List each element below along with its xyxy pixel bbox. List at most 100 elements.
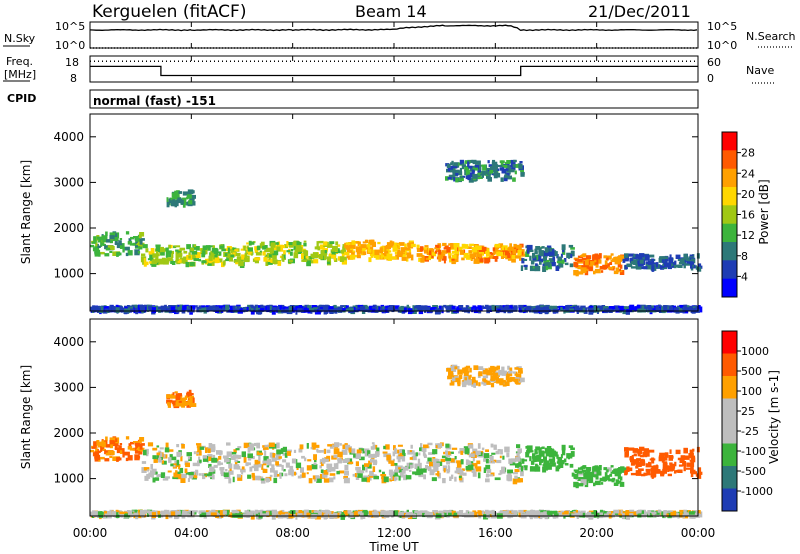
data-cell (100, 446, 103, 452)
data-cell (468, 444, 474, 449)
data-cell (472, 463, 478, 467)
data-cell (489, 170, 494, 174)
data-cell (198, 456, 201, 461)
data-cell (523, 258, 528, 261)
data-cell (512, 164, 516, 168)
data-cell (151, 512, 156, 518)
data-cell (207, 260, 212, 266)
data-cell (309, 260, 314, 264)
data-cell (504, 305, 509, 309)
data-cell (271, 457, 277, 462)
data-cell (157, 510, 161, 515)
data-cell (592, 466, 598, 472)
data-cell (122, 247, 125, 253)
data-cell (161, 306, 167, 310)
data-cell (490, 254, 494, 257)
data-cell (593, 482, 596, 487)
data-cell (407, 450, 414, 455)
data-cell (485, 449, 489, 452)
data-cell (133, 306, 138, 311)
data-cell (539, 461, 542, 466)
data-cell (477, 246, 482, 250)
data-cell (600, 509, 604, 513)
data-cell (326, 449, 331, 454)
data-cell (579, 512, 583, 516)
data-cell (483, 467, 487, 473)
data-cell (524, 265, 528, 270)
data-cell (212, 454, 216, 460)
data-cell (242, 308, 246, 313)
data-cell (467, 464, 470, 468)
data-cell (552, 457, 556, 463)
data-cell (156, 251, 159, 256)
data-cell (472, 471, 477, 477)
data-cell (196, 452, 199, 455)
data-cell (465, 169, 470, 176)
data-cell (503, 168, 509, 171)
data-cell (697, 511, 703, 518)
data-cell (546, 245, 552, 251)
data-cell (438, 249, 442, 255)
data-cell (370, 446, 374, 450)
data-cell (451, 305, 456, 310)
data-cell (383, 476, 389, 483)
colorbar-tick-label: 28 (741, 147, 755, 160)
data-cell (388, 250, 392, 253)
data-cell (539, 450, 544, 457)
data-cell (269, 305, 272, 310)
data-cell (219, 452, 222, 456)
data-cell (323, 478, 330, 483)
data-cell (92, 247, 97, 252)
data-cell (573, 270, 579, 276)
data-cell (228, 470, 234, 475)
data-cell (303, 254, 307, 260)
data-cell (170, 200, 175, 203)
data-cell (467, 379, 472, 386)
data-cell (341, 260, 347, 265)
data-cell (387, 256, 392, 261)
data-cell (220, 471, 225, 477)
data-cell (314, 444, 320, 448)
data-cell (453, 378, 458, 383)
data-cell (545, 251, 551, 256)
data-cell (474, 164, 480, 170)
data-cell (597, 307, 603, 310)
data-cell (523, 509, 527, 512)
data-cell (530, 265, 533, 271)
data-cell (638, 509, 642, 513)
data-cell (447, 176, 452, 180)
data-cell (155, 306, 162, 310)
data-cell (288, 245, 294, 248)
data-cell (644, 454, 648, 458)
data-cell (538, 309, 543, 315)
data-cell (254, 257, 261, 261)
data-cell (247, 251, 253, 255)
data-cell (433, 466, 439, 472)
data-cell (147, 442, 154, 447)
data-cell (264, 450, 267, 456)
data-cell (481, 447, 485, 451)
data-cell (258, 463, 262, 468)
data-cell (279, 255, 283, 259)
data-cell (141, 253, 146, 257)
data-cell (427, 442, 433, 446)
data-cell (697, 467, 702, 473)
colorbar-tick-label: -1000 (741, 485, 773, 498)
data-cell (391, 256, 397, 260)
data-cell (461, 163, 465, 170)
data-cell (331, 250, 336, 255)
data-cell (368, 460, 372, 465)
data-cell (181, 474, 186, 478)
data-cell (219, 245, 225, 249)
data-cell (500, 513, 506, 516)
data-cell (457, 371, 463, 375)
data-cell (155, 471, 158, 475)
data-cell (432, 458, 438, 464)
data-cell (435, 244, 440, 249)
data-cell (271, 308, 276, 315)
data-cell (498, 378, 504, 383)
data-cell (458, 510, 464, 514)
data-cell (599, 477, 605, 482)
data-cell (371, 511, 377, 514)
